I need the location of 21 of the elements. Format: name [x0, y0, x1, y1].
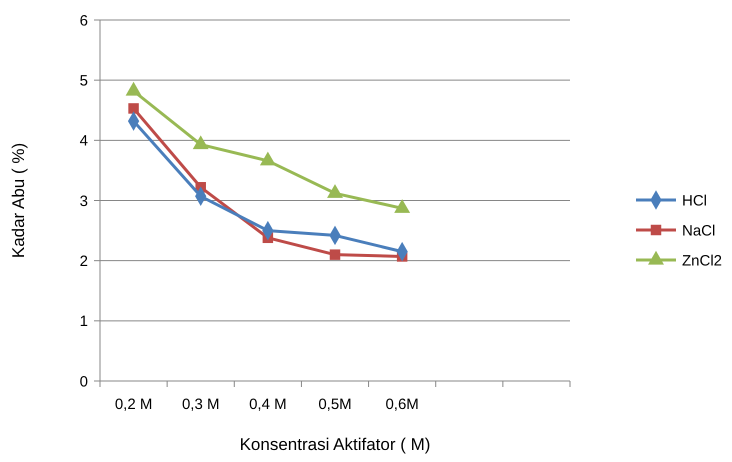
legend-label: HCl: [682, 192, 707, 210]
y-tick-label: 4: [80, 132, 88, 150]
legend-label: ZnCl2: [682, 252, 722, 270]
x-axis-title: Konsentrasi Aktifator ( M): [240, 435, 430, 454]
x-tick-label: 0,6M: [385, 396, 419, 413]
y-axis-title: Kadar Abu ( %): [9, 142, 28, 258]
point: [260, 152, 276, 166]
x-tick-label: 0,4 M: [249, 396, 287, 413]
x-tick-label: 0,3 M: [182, 396, 220, 413]
y-tick-label: 0: [80, 373, 88, 390]
point: [126, 82, 142, 96]
x-tick-label: 0,5M: [318, 396, 352, 413]
y-tick-label: 3: [80, 192, 88, 210]
y-tick-label: 1: [80, 313, 88, 330]
y-tick-label: 2: [80, 252, 88, 270]
point: [330, 249, 340, 260]
y-tick-label: 6: [80, 12, 88, 30]
y-tick-label: 5: [80, 72, 88, 90]
x-tick-label: 0,2 M: [114, 396, 152, 413]
legend-label: NaCl: [682, 222, 716, 240]
point: [192, 135, 209, 150]
